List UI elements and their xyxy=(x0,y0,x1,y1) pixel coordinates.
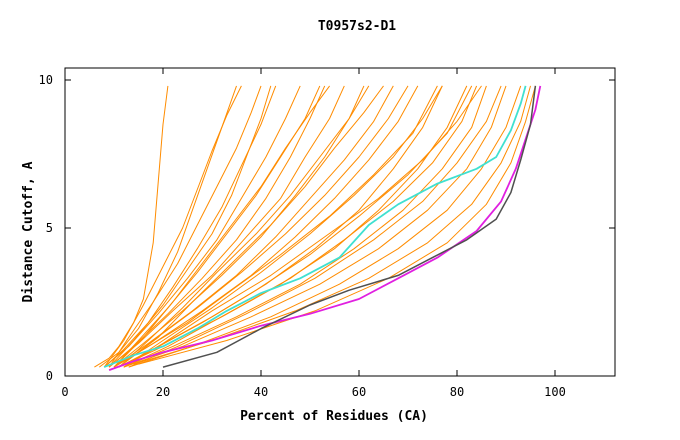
series-line-model-28 xyxy=(113,85,331,368)
x-tick-label: 60 xyxy=(352,385,366,399)
series-line-model-20 xyxy=(118,85,409,368)
chart-title: T0957s2-D1 xyxy=(318,19,396,34)
ticks-layer: 0 20 40 60 80 100 0 5 10 xyxy=(39,68,615,399)
series-line-model-25 xyxy=(118,85,473,368)
x-tick-label: 80 xyxy=(450,385,464,399)
x-tick-label: 0 xyxy=(61,385,68,399)
series-line-model-12 xyxy=(123,85,487,368)
series-line-model-14 xyxy=(128,85,522,368)
series-line-model-30 xyxy=(123,85,482,368)
series-line-model-22 xyxy=(123,85,478,368)
series-line-model-26 xyxy=(103,85,242,368)
series-line-model-06 xyxy=(108,85,345,368)
series-line-cyan-model xyxy=(103,85,527,368)
y-tick-label: 10 xyxy=(39,73,53,87)
plot-frame xyxy=(64,67,616,377)
series-line-model-17 xyxy=(108,85,272,368)
series-line-model-04 xyxy=(103,85,301,368)
series-line-gray-model xyxy=(162,85,537,368)
x-tick-label: 100 xyxy=(544,385,566,399)
series-line-model-29 xyxy=(118,85,384,368)
series-line-model-19 xyxy=(118,85,370,368)
series-line-model-07 xyxy=(113,85,365,368)
series-line-model-24 xyxy=(113,85,438,368)
x-tick-label: 40 xyxy=(254,385,268,399)
series-line-model-03 xyxy=(103,85,277,368)
series-line-magenta-model xyxy=(108,85,542,371)
series-line-model-01 xyxy=(94,85,169,368)
series-line-model-16 xyxy=(138,85,536,365)
series-line-model-02 xyxy=(98,85,237,368)
y-tick-label: 5 xyxy=(46,221,53,235)
series-line-model-18 xyxy=(113,85,321,368)
series-line-model-13 xyxy=(123,85,507,368)
x-axis-label: Percent of Residues (CA) xyxy=(240,409,428,424)
series-line-model-15 xyxy=(133,85,531,365)
y-axis-label: Distance Cutoff, A xyxy=(21,161,36,302)
x-tick-label: 20 xyxy=(156,385,170,399)
series-line-model-23 xyxy=(128,85,502,368)
series-line-model-27 xyxy=(108,85,262,368)
series-line-model-09 xyxy=(113,85,419,368)
series-line-model-21 xyxy=(123,85,443,368)
series-layer xyxy=(94,85,542,371)
y-tick-label: 0 xyxy=(46,369,53,383)
